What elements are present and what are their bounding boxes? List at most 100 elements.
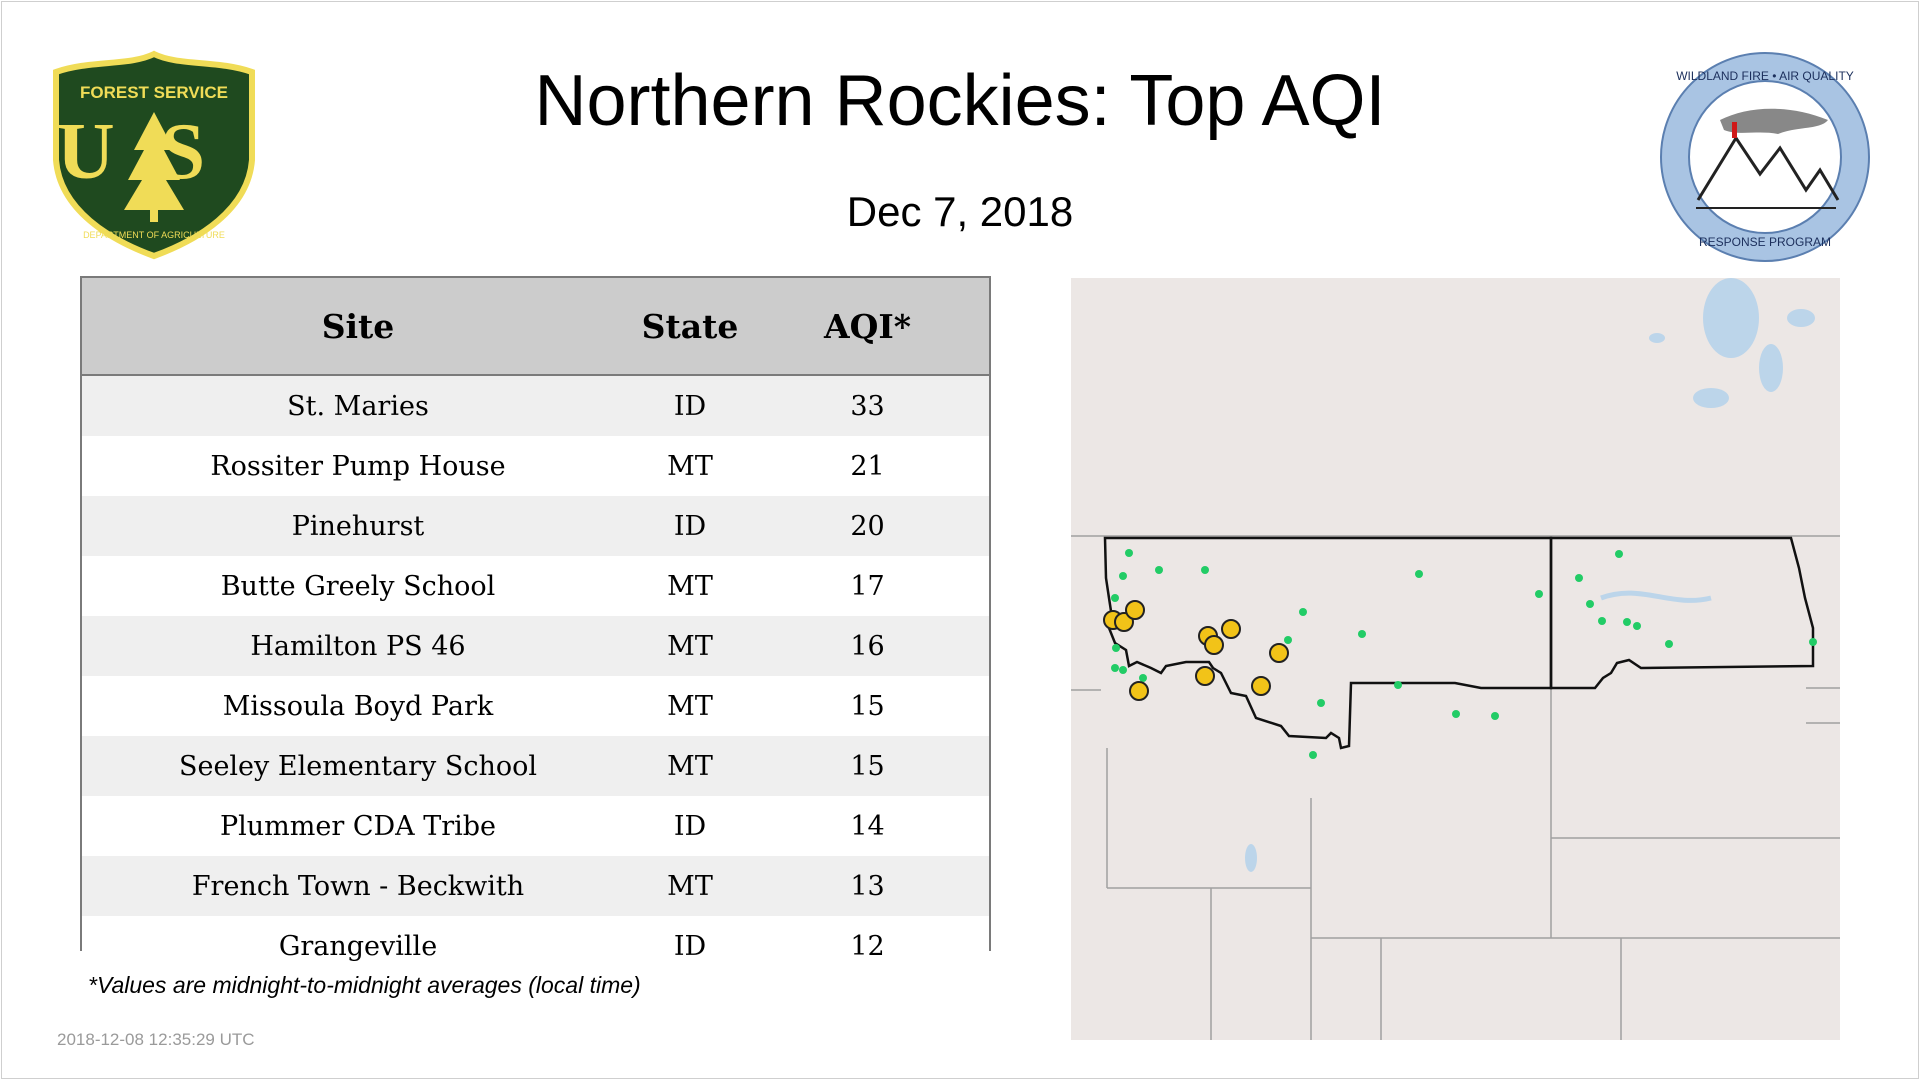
monitor-marker-good xyxy=(1575,574,1583,582)
monitor-marker-good xyxy=(1633,622,1641,630)
state-cell: ID xyxy=(634,375,746,436)
table-row: Hamilton PS 46 MT 16 xyxy=(82,616,989,676)
monitor-marker-good xyxy=(1623,618,1631,626)
site-cell: Rossiter Pump House xyxy=(82,436,634,496)
monitor-marker-good xyxy=(1309,751,1317,759)
monitor-marker-good xyxy=(1452,710,1460,718)
monitor-marker-good xyxy=(1598,617,1606,625)
forest-service-us-letters: US xyxy=(57,108,251,196)
north-dakota-border xyxy=(1549,536,1815,690)
forest-service-shield-logo: FOREST SERVICE US DEPARTMENT OF AGRICULT… xyxy=(53,50,255,260)
monitor-marker-good xyxy=(1415,570,1423,578)
table-header-row: Site State AQI* xyxy=(82,278,989,376)
forest-service-top-text: FOREST SERVICE xyxy=(80,83,228,102)
aqi-table: Site State AQI* St. Maries ID 33 Rossiter … xyxy=(82,278,989,976)
monitor-marker-good xyxy=(1201,566,1209,574)
site-cell: Seeley Elementary School xyxy=(82,736,634,796)
aqi-cell: 33 xyxy=(746,375,989,436)
generated-timestamp: 2018-12-08 12:35:29 UTC xyxy=(57,1030,255,1049)
aqi-cell: 17 xyxy=(746,556,989,616)
wildland-fire-bottom-text: RESPONSE PROGRAM xyxy=(1699,235,1831,249)
smoke-plume-icon xyxy=(1720,108,1828,134)
aqi-monitor-map xyxy=(1071,278,1840,1040)
footnote: *Values are midnight-to-midnight average… xyxy=(88,972,641,998)
monitor-marker-good xyxy=(1119,572,1127,580)
monitor-marker-good xyxy=(1111,664,1119,672)
report-date: Dec 7, 2018 xyxy=(846,188,1074,235)
monitor-marker-top-site[interactable] xyxy=(1251,676,1271,696)
table-row: Seeley Elementary School MT 15 xyxy=(82,736,989,796)
monitor-marker-good xyxy=(1284,636,1292,644)
table-row: French Town - Beckwith MT 13 xyxy=(82,856,989,916)
monitor-marker-good xyxy=(1665,640,1673,648)
monitor-marker-good xyxy=(1111,594,1119,602)
page-title: Northern Rockies: Top AQI xyxy=(534,61,1386,141)
monitor-marker-top-site[interactable] xyxy=(1195,666,1215,686)
state-cell: ID xyxy=(634,796,746,856)
column-header-state: State xyxy=(634,278,746,376)
monitor-marker-good xyxy=(1139,674,1147,682)
site-cell: St. Maries xyxy=(82,375,634,436)
state-cell: MT xyxy=(634,856,746,916)
site-cell: Pinehurst xyxy=(82,496,634,556)
state-cell: MT xyxy=(634,676,746,736)
monitor-marker-good xyxy=(1491,712,1499,720)
monitor-marker-good xyxy=(1155,566,1163,574)
monitor-marker-good xyxy=(1299,608,1307,616)
site-cell: French Town - Beckwith xyxy=(82,856,634,916)
monitor-marker-top-site[interactable] xyxy=(1125,600,1145,620)
state-cell: MT xyxy=(634,736,746,796)
column-header-site: Site xyxy=(82,278,634,376)
monitor-marker-good xyxy=(1125,549,1133,557)
table-row: Plummer CDA Tribe ID 14 xyxy=(82,796,989,856)
state-cell: MT xyxy=(634,616,746,676)
monitor-marker-good xyxy=(1358,630,1366,638)
map-water-bodies xyxy=(1245,278,1815,872)
table-row: Butte Greely School MT 17 xyxy=(82,556,989,616)
monitor-marker-top-site[interactable] xyxy=(1204,635,1224,655)
state-cell: MT xyxy=(634,556,746,616)
aqi-cell: 13 xyxy=(746,856,989,916)
monitor-marker-good xyxy=(1535,590,1543,598)
site-cell: Butte Greely School xyxy=(82,556,634,616)
table-row: Missoula Boyd Park MT 15 xyxy=(82,676,989,736)
monitor-marker-good xyxy=(1809,638,1817,646)
fire-flag-icon xyxy=(1732,122,1737,138)
monitor-marker-good xyxy=(1615,550,1623,558)
aqi-cell: 12 xyxy=(746,916,989,976)
site-cell: Hamilton PS 46 xyxy=(82,616,634,676)
wildland-fire-aq-logo: WILDLAND FIRE • AIR QUALITY RESPONSE PRO… xyxy=(1660,52,1870,262)
monitor-marker-good xyxy=(1119,666,1127,674)
table-row: Rossiter Pump House MT 21 xyxy=(82,436,989,496)
site-cell: Missoula Boyd Park xyxy=(82,676,634,736)
forest-service-bottom-text: DEPARTMENT OF AGRICULTURE xyxy=(83,230,225,240)
monitor-points-layer xyxy=(1103,549,1817,759)
table-row: St. Maries ID 33 xyxy=(82,375,989,436)
pine-tree-icon xyxy=(124,112,184,210)
table-row: Pinehurst ID 20 xyxy=(82,496,989,556)
monitor-marker-top-site[interactable] xyxy=(1221,619,1241,639)
monitor-marker-good xyxy=(1317,699,1325,707)
aqi-cell: 15 xyxy=(746,676,989,736)
monitor-marker-top-site[interactable] xyxy=(1129,681,1149,701)
monitor-marker-good xyxy=(1586,600,1594,608)
monitor-marker-good xyxy=(1112,644,1120,652)
site-cell: Grangeville xyxy=(82,916,634,976)
monitor-marker-top-site[interactable] xyxy=(1269,643,1289,663)
aqi-cell: 15 xyxy=(746,736,989,796)
monitor-marker-good xyxy=(1394,681,1402,689)
aqi-table-container: Site State AQI* St. Maries ID 33 Rossiter … xyxy=(80,276,991,976)
wildland-fire-top-text: WILDLAND FIRE • AIR QUALITY xyxy=(1676,69,1854,83)
aqi-cell: 14 xyxy=(746,796,989,856)
aqi-cell: 16 xyxy=(746,616,989,676)
site-cell: Plummer CDA Tribe xyxy=(82,796,634,856)
state-cell: MT xyxy=(634,436,746,496)
aqi-cell: 21 xyxy=(746,436,989,496)
column-header-aqi: AQI* xyxy=(746,278,989,376)
table-row: Grangeville ID 12 xyxy=(82,916,989,976)
state-cell: ID xyxy=(634,916,746,976)
map-state-lines xyxy=(1071,535,1840,1040)
state-cell: ID xyxy=(634,496,746,556)
aqi-cell: 20 xyxy=(746,496,989,556)
